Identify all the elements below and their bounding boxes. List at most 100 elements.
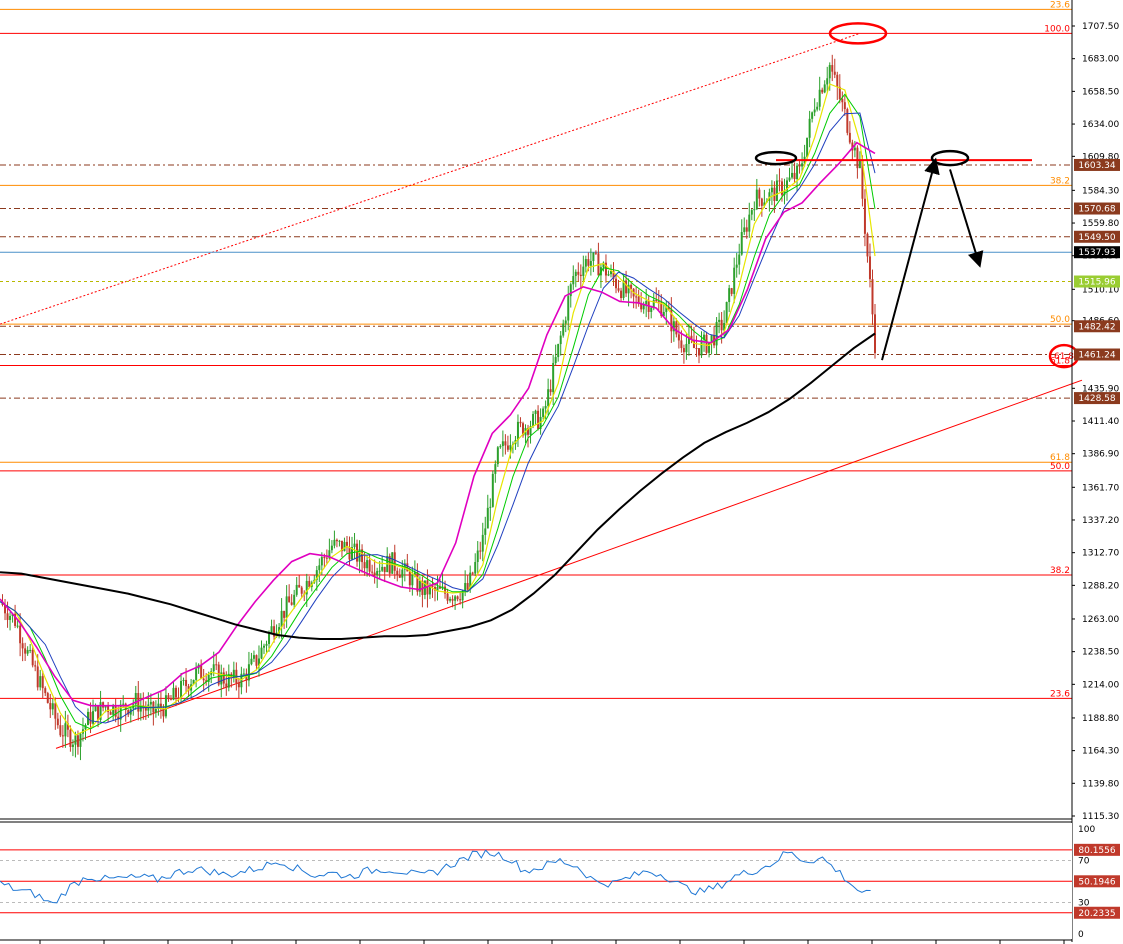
- candle-body: [798, 165, 801, 167]
- candle-body: [260, 647, 263, 659]
- price-tick-label: 1188.80: [1082, 714, 1119, 724]
- candle-body: [466, 583, 469, 590]
- candle-body: [549, 389, 552, 393]
- candle-body: [84, 725, 87, 730]
- candle-body: [263, 645, 266, 648]
- candle-body: [383, 566, 386, 573]
- ma-magenta-line: [0, 141, 876, 707]
- candle-body: [345, 541, 348, 547]
- candle-body: [39, 676, 42, 688]
- candle-body: [733, 267, 736, 294]
- candle-body: [373, 572, 376, 576]
- candle-body: [650, 307, 653, 312]
- candle-body: [265, 643, 268, 646]
- ma-long-line: [0, 332, 876, 640]
- candle-body: [363, 562, 366, 569]
- candle-body: [519, 421, 522, 424]
- candle-body: [127, 710, 130, 715]
- price-tick-label: 1584.30: [1082, 186, 1119, 196]
- price-badge: [1074, 392, 1120, 405]
- candle-body: [76, 735, 79, 747]
- candle-body: [584, 259, 587, 267]
- candle-body: [144, 707, 147, 711]
- candle-body: [637, 296, 640, 304]
- price-badge-label: 1549.50: [1078, 233, 1115, 243]
- candle-body: [49, 702, 52, 710]
- candle-body: [557, 344, 560, 358]
- candle-body: [582, 266, 585, 277]
- candle-body: [202, 678, 205, 681]
- candle-body: [308, 580, 311, 588]
- candle-body: [340, 540, 343, 552]
- candle-body: [657, 301, 660, 303]
- trendline: [55, 379, 1083, 749]
- candle-body: [195, 668, 198, 680]
- candle-body: [494, 464, 497, 474]
- candle-body: [215, 664, 218, 666]
- candle-body: [41, 676, 44, 689]
- candle-body: [92, 711, 95, 724]
- candle-body: [428, 585, 431, 595]
- price-tick-label: 1263.00: [1082, 615, 1119, 625]
- candle-body: [567, 296, 570, 321]
- candle-body: [843, 102, 846, 110]
- candle-body: [851, 142, 854, 151]
- candle-body: [703, 334, 706, 340]
- indicator-badge: [1074, 906, 1120, 919]
- candle-body: [71, 744, 74, 747]
- candle-body: [288, 596, 291, 603]
- price-badge: [1074, 320, 1120, 333]
- candle-body: [371, 571, 374, 573]
- candle-body: [449, 598, 452, 601]
- candle-body: [411, 574, 414, 586]
- candle-body: [205, 680, 208, 682]
- candle-body: [828, 65, 831, 79]
- candle-body: [295, 584, 298, 595]
- candle-body: [484, 528, 487, 535]
- candle-body: [577, 271, 580, 275]
- candle-body: [635, 296, 638, 298]
- candle-body: [381, 566, 384, 571]
- price-badge-label: 1461.24: [1078, 351, 1115, 361]
- candle-body: [665, 307, 668, 312]
- price-tick-label: 1164.30: [1082, 747, 1119, 757]
- candle-body: [612, 271, 615, 279]
- candle-body: [444, 586, 447, 594]
- candle-body: [743, 227, 746, 233]
- candle-body: [821, 89, 824, 93]
- candle-body: [323, 557, 326, 559]
- candle-body: [268, 633, 271, 644]
- candle-body: [270, 626, 273, 634]
- candle-body: [801, 163, 804, 167]
- candle-body: [79, 733, 82, 747]
- candle-body: [4, 604, 7, 614]
- candle-body: [534, 410, 537, 414]
- price-tick-label: 1386.90: [1082, 450, 1119, 460]
- candle-body: [56, 718, 59, 726]
- candle-body: [169, 699, 172, 701]
- candle-body: [456, 596, 459, 600]
- candle-body: [740, 232, 743, 255]
- candle-body: [117, 716, 120, 720]
- candle-body: [356, 543, 359, 562]
- price-tick-label: 1559.80: [1082, 219, 1119, 229]
- candle-body: [763, 202, 766, 206]
- candle-body: [333, 539, 336, 546]
- candle-body: [700, 339, 703, 356]
- fib-level-label: 50.0: [1050, 315, 1070, 325]
- candle-body: [97, 705, 100, 720]
- price-tick-label: 1361.70: [1082, 483, 1119, 493]
- price-badge: [1074, 275, 1120, 288]
- candle-body: [351, 547, 354, 560]
- candle-body: [710, 335, 713, 343]
- candle-body: [866, 233, 869, 257]
- candle-body: [164, 695, 167, 717]
- price-tick-label: 1139.80: [1082, 779, 1119, 789]
- candle-body: [680, 340, 683, 349]
- candle-body: [780, 181, 783, 195]
- candle-body: [187, 686, 190, 691]
- price-tick-label: 1411.40: [1082, 417, 1119, 427]
- price-badge-label: 1537.93: [1078, 248, 1115, 258]
- fib-level-label: 61.8: [1050, 357, 1070, 367]
- candle-body: [778, 180, 781, 182]
